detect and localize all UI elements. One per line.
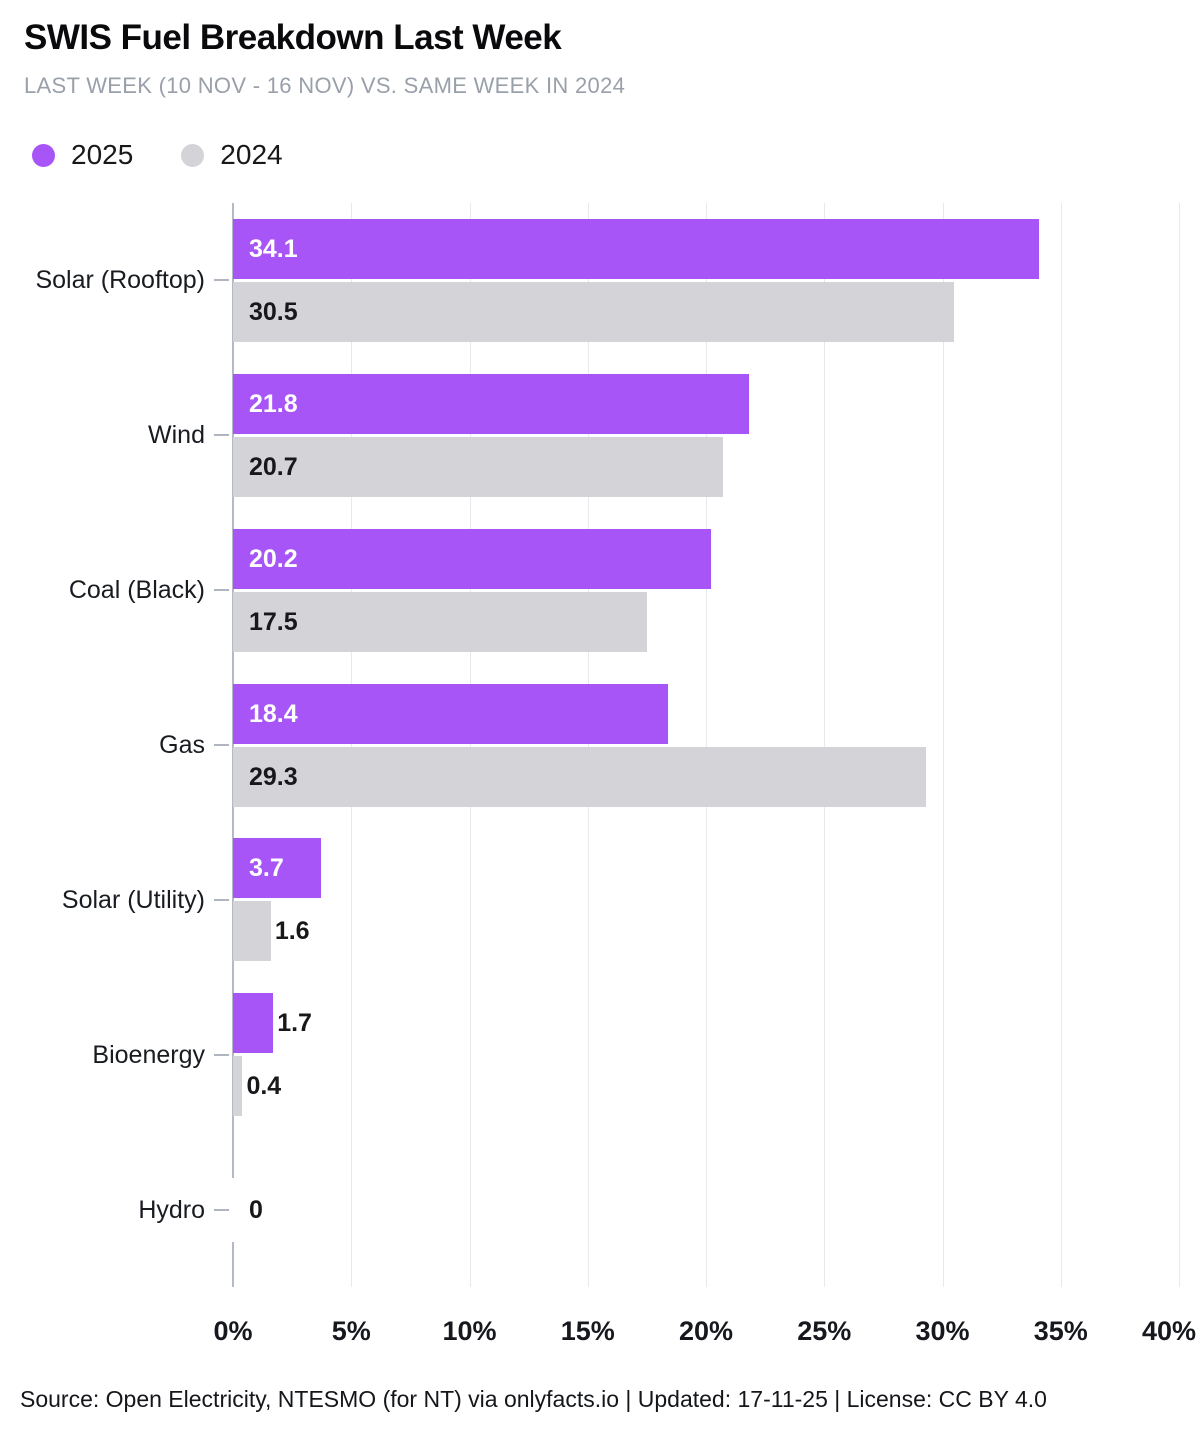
page-title: SWIS Fuel Breakdown Last Week	[24, 18, 562, 57]
x-axis-label: 25%	[797, 1316, 852, 1346]
x-axis-label: 30%	[915, 1316, 970, 1346]
bar-value-label: 21.8	[249, 389, 298, 418]
category-label: Hydro	[138, 1195, 205, 1224]
bar-value-label: 0	[249, 1195, 263, 1224]
plot-area: Solar (Rooftop) 34.1 30.5 Wind 21.8 20.7 Coal …	[35, 203, 1196, 1346]
category-label: Solar (Utility)	[61, 885, 205, 914]
bar-value-label: 20.2	[249, 544, 298, 573]
bar-value-label: 1.7	[277, 1009, 312, 1038]
bar-2024	[233, 746, 926, 807]
tick-mark	[214, 279, 229, 282]
bar-value-label: 17.5	[249, 607, 298, 636]
gridline	[1060, 203, 1062, 1287]
category-label: Wind	[148, 421, 205, 450]
tick-mark	[214, 434, 229, 437]
bar-value-label: 34.1	[249, 234, 298, 263]
bar-2025	[233, 838, 321, 899]
bar-value-label: 1.6	[274, 917, 310, 946]
gridline	[351, 203, 353, 1287]
legend-dot-2024-icon	[181, 143, 205, 167]
bar-2025	[233, 993, 274, 1054]
gridline	[942, 203, 944, 1287]
x-axis-label: 10%	[442, 1316, 497, 1346]
tick-mark	[214, 744, 229, 746]
gridline	[706, 203, 707, 1287]
bar-2024	[233, 436, 723, 497]
bar-2024	[233, 901, 271, 962]
category-label: Solar (Rooftop)	[35, 266, 205, 295]
legend-dot-2025-icon	[32, 143, 55, 167]
source-attribution: Source: Open Electricity, NTESMO (for NT…	[20, 1386, 1047, 1412]
x-axis-label: 15%	[560, 1316, 615, 1346]
bar-value-label: 30.5	[249, 297, 298, 326]
gridline	[469, 203, 471, 1287]
bar-value-label: 0.4	[246, 1072, 282, 1101]
category-label: Bioenergy	[92, 1040, 205, 1069]
bar-value-label: 18.4	[249, 699, 298, 728]
category-label: Coal (Black)	[68, 576, 205, 605]
y-axis-line	[232, 1241, 234, 1287]
legend-label-2024: 2024	[220, 139, 283, 170]
bar-2024	[233, 281, 955, 342]
bar-value-label: 20.7	[249, 452, 298, 481]
tick-mark	[214, 1053, 229, 1056]
legend-item-2024: 2024	[181, 139, 283, 171]
gridline	[1179, 203, 1180, 1287]
bar-2025	[233, 683, 669, 744]
gridline	[824, 203, 826, 1287]
x-axis-label: 35%	[1033, 1316, 1088, 1346]
tick-mark	[214, 898, 229, 901]
page-subtitle: LAST WEEK (10 NOV - 16 NOV) VS. SAME WEE…	[24, 73, 626, 98]
bar-2025	[233, 528, 711, 589]
bar-value-label: 3.7	[249, 854, 284, 883]
legend-label-2025: 2025	[71, 139, 134, 170]
category-label: Gas	[159, 731, 205, 759]
legend: 2025 2024	[32, 139, 283, 171]
bar-value-label: 29.3	[249, 762, 298, 791]
x-axis-label: 0%	[213, 1316, 253, 1346]
legend-item-2025: 2025	[32, 139, 133, 171]
x-axis-label: 5%	[331, 1316, 371, 1346]
bar-2025	[233, 373, 749, 434]
bar-2025	[233, 218, 1040, 279]
bar-2024	[233, 1056, 243, 1117]
tick-mark	[214, 1208, 229, 1211]
bar-2024	[233, 591, 647, 652]
x-axis-label: 40%	[1141, 1316, 1197, 1346]
gridline	[587, 203, 589, 1287]
tick-mark	[214, 589, 229, 592]
x-axis-label: 20%	[678, 1316, 734, 1346]
